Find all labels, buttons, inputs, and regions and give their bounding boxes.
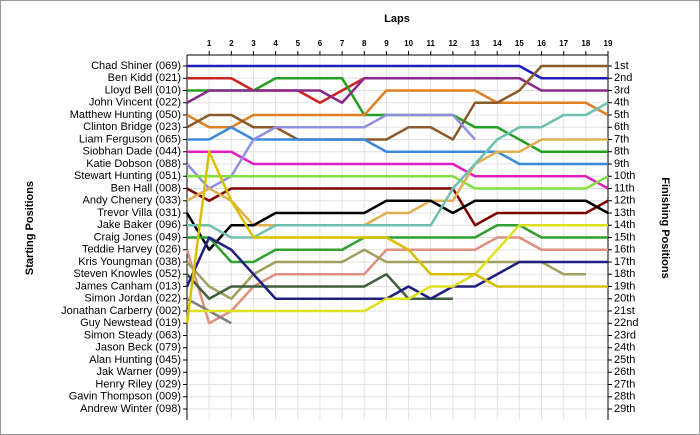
x-tick-label: 7 xyxy=(340,39,345,48)
y2-tick-label: 19th xyxy=(614,280,635,292)
driver-line xyxy=(187,175,609,190)
y-tick-label: Katie Dobson (088) xyxy=(86,158,181,170)
x-tick-label: 3 xyxy=(251,39,256,48)
y2-tick-label: 17th xyxy=(614,256,635,268)
y-tick-label: Craig Jones (049) xyxy=(94,231,181,243)
y-tick-label: Ben Kidd (021) xyxy=(108,72,181,84)
driver-line xyxy=(185,236,608,325)
driver-line xyxy=(187,224,608,264)
driver-line xyxy=(185,150,608,324)
y2-tick-label: 18th xyxy=(614,268,635,280)
x-tick-label: 16 xyxy=(537,39,546,48)
y-tick-label: Lloyd Bell (010) xyxy=(105,84,181,96)
y-tick-label: Siobhan Dade (044) xyxy=(83,146,181,158)
y-tick-label: John Vincent (022) xyxy=(89,97,181,109)
x-tick-label: 5 xyxy=(296,39,301,48)
y2-tick-label: 25th xyxy=(614,354,635,366)
driver-line xyxy=(187,64,608,80)
y2-tick-label: 1st xyxy=(614,60,629,72)
y2-tick-label: 26th xyxy=(614,366,635,378)
y2-tick-label: 10th xyxy=(614,170,635,182)
y2-tick-label: 6th xyxy=(614,121,629,133)
chart-title: Laps xyxy=(384,13,410,25)
y2-tick-label: 12th xyxy=(614,195,635,207)
y-tick-label: Liam Ferguson (065) xyxy=(79,133,181,145)
y2-tick-label: 27th xyxy=(614,378,635,390)
y-tick-label: Jake Baker (096) xyxy=(97,219,181,231)
driver-line xyxy=(186,187,609,227)
driver-line xyxy=(187,150,609,190)
y2-tick-label: 2nd xyxy=(614,72,632,84)
y2-tick-label: 23rd xyxy=(614,329,636,341)
x-tick-label: 8 xyxy=(362,39,367,48)
x-tick-label: 15 xyxy=(515,39,524,48)
driver-line xyxy=(186,113,476,190)
y-tick-label: Gavin Thompson (009) xyxy=(69,391,181,403)
y-tick-label: Ben Hall (008) xyxy=(111,182,181,194)
driver-line xyxy=(186,138,608,227)
y-tick-label: Chad Shiner (069) xyxy=(91,60,181,72)
y-tick-label: Matthew Hunting (050) xyxy=(70,109,181,121)
driver-line xyxy=(186,77,608,104)
driver-line xyxy=(186,89,609,129)
y-tick-label: Alan Hunting (045) xyxy=(89,354,181,366)
x-tick-label: 4 xyxy=(273,39,278,48)
y-tick-label: Stewart Hunting (051) xyxy=(74,170,181,182)
x-tick-label: 19 xyxy=(604,39,613,48)
y2-tick-label: 4th xyxy=(614,97,629,109)
x-tick-label: 11 xyxy=(427,39,436,48)
x-tick-label: 14 xyxy=(493,39,502,48)
y-tick-label: Simon Steady (063) xyxy=(84,329,181,341)
x-tick-label: 12 xyxy=(448,39,457,48)
driver-line xyxy=(185,199,609,251)
y-tick-label: Teddie Harvey (026) xyxy=(82,244,181,256)
y-tick-label: Andy Chenery (033) xyxy=(83,195,181,207)
y-axis-title: Starting Positions xyxy=(24,181,36,275)
y2-tick-label: 14th xyxy=(614,219,635,231)
y-tick-label: Kris Youngman (038) xyxy=(78,256,181,268)
y2-tick-label: 20th xyxy=(614,293,635,305)
x-tick-label: 17 xyxy=(559,39,568,48)
y-tick-label: James Canham (013) xyxy=(75,280,181,292)
y2-tick-label: 21st xyxy=(614,305,635,317)
y-tick-label: Andrew Winter (098) xyxy=(80,403,181,415)
y2-tick-label: 9th xyxy=(614,158,629,170)
y2-tick-label: 16th xyxy=(614,244,635,256)
driver-line xyxy=(185,236,608,300)
y2-tick-label: 11th xyxy=(614,182,635,194)
y2-tick-label: 15th xyxy=(614,231,635,243)
y2-tick-label: 7th xyxy=(614,133,629,145)
driver-line xyxy=(187,101,609,239)
y-tick-label: Henry Riley (029) xyxy=(95,378,181,390)
y-tick-label: Guy Newstead (019) xyxy=(80,317,181,329)
x-tick-label: 10 xyxy=(404,39,413,48)
y2-tick-label: 24th xyxy=(614,342,635,354)
driver-line xyxy=(187,126,608,166)
y2-tick-label: 28th xyxy=(614,391,635,403)
y-tick-label: Simon Jordan (022) xyxy=(84,293,181,305)
x-tick-label: 6 xyxy=(318,39,323,48)
x-tick-label: 18 xyxy=(581,39,590,48)
y-tick-label: Jak Warner (099) xyxy=(96,366,181,378)
driver-line xyxy=(186,64,608,141)
y-tick-label: Jason Beck (079) xyxy=(95,342,181,354)
y-tick-label: Jonathan Carberry (002) xyxy=(61,305,181,317)
y2-tick-label: 8th xyxy=(614,146,629,158)
y2-tick-label: 5th xyxy=(614,109,629,121)
y2-axis-title: Finishing Positions xyxy=(659,177,671,278)
y-tick-label: Trevor Villa (031) xyxy=(97,207,181,219)
y2-tick-label: 29th xyxy=(614,403,635,415)
x-tick-label: 2 xyxy=(229,39,234,48)
y-tick-label: Clinton Bridge (023) xyxy=(83,121,181,133)
y2-tick-label: 13th xyxy=(614,207,635,219)
driver-line xyxy=(187,224,608,313)
x-tick-label: 9 xyxy=(384,39,389,48)
x-tick-label: 1 xyxy=(207,39,212,48)
x-tick-label: 13 xyxy=(471,39,480,48)
y-tick-label: Steven Knowles (052) xyxy=(73,268,181,280)
y2-tick-label: 22nd xyxy=(614,317,638,329)
y2-tick-label: 3rd xyxy=(614,84,630,96)
